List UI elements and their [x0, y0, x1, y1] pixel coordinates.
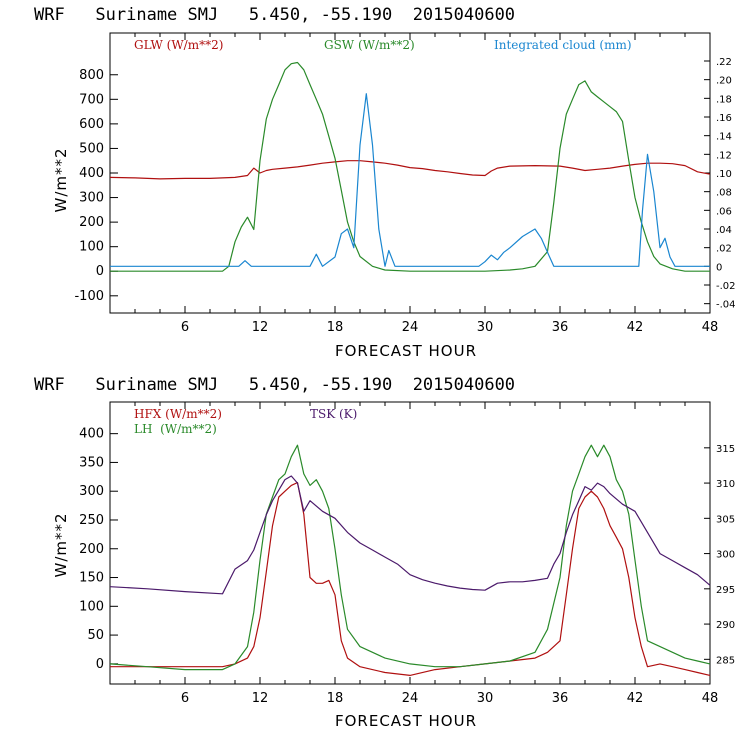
y-tick-label: 300	[79, 191, 104, 206]
y2-tick-label: .16	[716, 113, 732, 124]
x-tick-label: 48	[702, 320, 719, 335]
y-tick-label: 50	[87, 628, 104, 643]
x-tick-label: 30	[477, 691, 494, 706]
x-tick-label: 30	[477, 320, 494, 335]
y2-tick-label: -.02	[716, 281, 736, 292]
chart-panel-bottom: WRF Suriname SMJ 5.450, -55.190 20150406…	[34, 375, 735, 730]
series-line-bottom-0	[110, 482, 711, 677]
x-tick-label: 36	[552, 691, 569, 706]
y2-tick-label: 300	[716, 550, 735, 561]
x-tick-label: 36	[552, 320, 569, 335]
y2-tick-label: 285	[716, 655, 735, 666]
y2-tick-label: .18	[716, 94, 732, 105]
y2-tick-label: .06	[716, 206, 732, 217]
chart-panel-top: WRF Suriname SMJ 5.450, -55.190 20150406…	[34, 5, 736, 360]
legend-hfx: HFX (W/m**2)	[134, 407, 222, 421]
y-tick-label: 0	[96, 657, 104, 672]
y2-tick-label: 290	[716, 620, 735, 631]
series-line-bottom-1	[109, 444, 711, 671]
y2-tick-label: .02	[716, 244, 732, 255]
y-tick-label: 200	[79, 542, 104, 557]
legend-tsk: TSK (K)	[310, 407, 357, 421]
y2-tick-label: 310	[716, 479, 735, 490]
y-tick-label: 100	[79, 599, 104, 614]
y2-tick-label: .14	[716, 132, 732, 143]
y2-tick-label: 315	[716, 444, 735, 455]
x-tick-label: 42	[627, 691, 644, 706]
y2-tick-label: .22	[716, 57, 732, 68]
x-tick-label: 24	[402, 320, 419, 335]
series-line-top-0	[109, 160, 711, 180]
x-tick-label: 12	[252, 691, 269, 706]
y-axis-label-top: W/m**2	[52, 147, 70, 212]
legend-gsw: GSW (W/m**2)	[324, 38, 415, 52]
y-tick-label: 250	[79, 513, 104, 528]
y2-tick-label: .08	[716, 188, 732, 199]
series-line-bottom-2	[109, 475, 711, 595]
y2-tick-label: 0	[716, 262, 722, 273]
x-tick-label: 18	[327, 320, 344, 335]
x-tick-label: 6	[181, 691, 189, 706]
chart-title-bottom: WRF Suriname SMJ 5.450, -55.190 20150406…	[34, 375, 515, 395]
x-axis-label-bottom: FORECAST HOUR	[335, 712, 477, 730]
y-tick-label: 300	[79, 484, 104, 499]
y2-tick-label: .10	[716, 169, 732, 180]
y-tick-label: 400	[79, 166, 104, 181]
y-tick-label: 700	[79, 92, 104, 107]
y-tick-label: 350	[79, 455, 104, 470]
x-tick-label: 6	[181, 320, 189, 335]
y2-tick-label: .04	[716, 225, 732, 236]
y2-tick-label: 295	[716, 585, 735, 596]
y-tick-label: 0	[96, 264, 104, 279]
y2-tick-label: 305	[716, 514, 735, 525]
x-tick-label: 12	[252, 320, 269, 335]
y2-tick-label: -.04	[716, 300, 736, 311]
y-tick-label: 600	[79, 117, 104, 132]
series-line-top-1	[110, 61, 710, 272]
legend-cloud: Integrated cloud (mm)	[494, 38, 632, 52]
x-tick-label: 18	[327, 691, 344, 706]
y-tick-label: -100	[74, 289, 104, 304]
y-tick-label: 500	[79, 141, 104, 156]
chart-title-top: WRF Suriname SMJ 5.450, -55.190 20150406…	[34, 5, 515, 25]
x-tick-label: 48	[702, 691, 719, 706]
x-axis-label-top: FORECAST HOUR	[335, 342, 477, 360]
y-tick-label: 400	[79, 427, 104, 442]
series-line-top-2	[110, 93, 710, 267]
y-axis-label-bottom: W/m**2	[52, 512, 70, 577]
y-tick-label: 150	[79, 571, 104, 586]
y-tick-label: 100	[79, 240, 104, 255]
y2-tick-label: .20	[716, 76, 732, 87]
legend-lh: LH (W/m**2)	[134, 422, 217, 436]
y-tick-label: 800	[79, 68, 104, 83]
x-tick-label: 24	[402, 691, 419, 706]
y-tick-label: 200	[79, 215, 104, 230]
x-tick-label: 42	[627, 320, 644, 335]
y2-tick-label: .12	[716, 150, 732, 161]
legend-glw: GLW (W/m**2)	[134, 38, 223, 52]
